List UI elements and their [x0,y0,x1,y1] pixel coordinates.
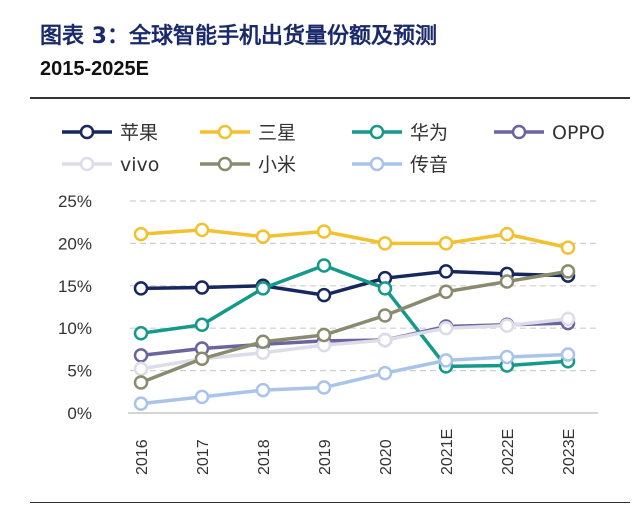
legend-label: 三星 [258,122,296,144]
legend-item: OPPO [494,122,605,144]
legend-label: vivo [120,154,159,176]
data-point [316,287,332,303]
data-point [133,361,149,377]
x-tick-label: 2016 [134,439,151,475]
x-tick-label: 2018 [256,439,273,475]
data-point [499,318,515,333]
legend-item: 传音 [352,154,448,176]
data-point [377,308,393,323]
data-point [133,396,149,411]
x-tick-label: 2020 [378,439,395,475]
y-tick-label: 15% [58,277,92,296]
chart-title: 图表 3：全球智能手机出货量份额及预测 [40,24,437,49]
series-小米 [133,264,576,390]
legend-item: 小米 [200,154,296,176]
data-point [133,348,149,363]
y-tick-label: 0% [67,404,92,423]
data-point [438,264,454,279]
data-point [133,326,149,341]
data-point [316,327,332,343]
y-tick-label: 25% [58,192,92,211]
data-point [438,284,454,299]
legend-label: 苹果 [120,122,158,144]
data-point [377,236,393,251]
data-point [316,380,332,395]
data-point [133,226,149,242]
legend-marker [217,124,233,140]
data-point [194,351,210,366]
data-point [499,274,515,289]
y-tick-label: 5% [67,362,92,381]
y-tick-label: 20% [58,234,92,253]
legend-label: 华为 [410,122,448,144]
data-point [438,320,454,336]
data-point [499,226,515,242]
legend-label: 小米 [258,154,296,176]
series-line [140,317,569,371]
data-point [133,375,149,390]
data-point [194,222,210,238]
data-point [255,334,271,350]
data-point [560,347,576,362]
legend-marker [369,124,385,140]
series-line [140,269,569,385]
data-point [377,332,393,348]
legend-marker [79,156,95,172]
data-point [133,281,149,296]
x-tick-label: 2017 [195,439,212,475]
x-tick-label: 2022E [500,429,517,475]
series-line [140,228,569,250]
data-point [560,240,576,255]
legend-marker [79,124,95,140]
legend-item: 三星 [200,122,296,144]
legend-item: 华为 [352,122,448,144]
data-point [316,258,332,273]
data-point [194,280,210,295]
legend-item: 苹果 [62,122,158,144]
series-line [140,269,569,297]
legend-marker [369,156,385,172]
legend-item: vivo [62,154,159,176]
top-divider [30,97,630,99]
series-传音 [133,347,576,411]
x-tick-label: 2023E [561,429,578,475]
series-line [140,352,569,406]
x-tick-label: 2019 [317,439,334,475]
series-line [140,263,569,369]
data-point [499,349,515,365]
x-tick-label: 2021E [439,429,456,475]
legend-marker [217,156,233,172]
data-point [316,224,332,239]
data-point [377,365,393,381]
data-point [560,311,576,327]
legend-label: 传音 [410,154,448,176]
data-point [255,382,271,398]
chart-subtitle: 2015-2025E [40,58,149,80]
legend-label: OPPO [552,122,605,144]
data-point [377,281,393,296]
data-point [438,353,454,368]
data-point [438,236,454,251]
data-point [194,317,210,333]
series-三星 [133,222,576,255]
data-point [255,281,271,296]
data-point [255,229,271,244]
data-point [560,264,576,279]
legend-marker [511,124,527,140]
data-point [194,389,210,405]
bottom-divider [30,502,630,503]
y-tick-label: 10% [58,319,92,338]
